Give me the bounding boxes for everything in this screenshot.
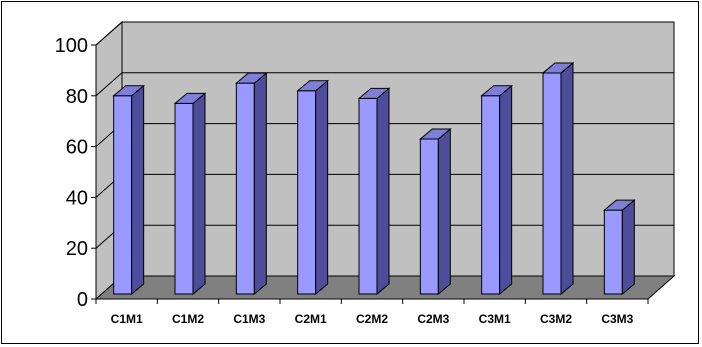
y-tick-label: 100 bbox=[55, 35, 88, 57]
bar-C3M3 bbox=[602, 199, 636, 296]
x-tick-label: C3M3 bbox=[601, 312, 633, 326]
y-axis-ticks: 0 20 40 60 80 100 bbox=[55, 35, 97, 311]
bar-C1M1 bbox=[112, 84, 146, 296]
bar bbox=[297, 90, 317, 295]
bar-side bbox=[621, 199, 635, 296]
x-tick-label: C1M2 bbox=[172, 312, 204, 326]
bar bbox=[174, 102, 194, 295]
bar-side bbox=[192, 92, 206, 296]
bar-top bbox=[541, 62, 575, 74]
x-tick-label: C3M2 bbox=[540, 312, 572, 326]
bar-C1M3 bbox=[234, 72, 268, 296]
y-tick-label: 0 bbox=[77, 289, 88, 311]
bar-top bbox=[173, 92, 207, 104]
x-tick-label: C2M1 bbox=[295, 312, 327, 326]
bar-top bbox=[296, 80, 330, 92]
bar-top bbox=[418, 128, 452, 140]
bar-side bbox=[499, 84, 513, 296]
y-tick-label: 80 bbox=[66, 86, 88, 108]
gridline bbox=[95, 72, 674, 97]
x-tick-label: C2M3 bbox=[417, 312, 449, 326]
bar-top bbox=[112, 85, 146, 97]
bar-side bbox=[376, 87, 390, 296]
bar-top bbox=[234, 72, 268, 84]
bar-top bbox=[480, 85, 514, 97]
x-tick-label: C1M3 bbox=[233, 312, 265, 326]
bar-side bbox=[560, 61, 574, 296]
bar bbox=[358, 97, 378, 295]
bar bbox=[235, 82, 255, 295]
bar-top bbox=[357, 87, 391, 99]
bars bbox=[112, 61, 636, 296]
bar bbox=[113, 95, 133, 295]
bar-C1M2 bbox=[173, 92, 207, 296]
bar-C2M3 bbox=[418, 127, 452, 296]
bar-side bbox=[131, 84, 145, 296]
x-tick-label: C2M2 bbox=[356, 312, 388, 326]
y-tick-label: 40 bbox=[66, 187, 88, 209]
y-tick-label: 20 bbox=[66, 238, 88, 260]
gridline bbox=[95, 21, 674, 46]
bar bbox=[481, 95, 501, 295]
x-tick-label: C1M1 bbox=[111, 312, 143, 326]
x-tick-label: C3M1 bbox=[479, 312, 511, 326]
bar-top bbox=[602, 199, 636, 211]
bar-side bbox=[437, 127, 451, 296]
bar-side bbox=[253, 72, 267, 296]
bar-C2M1 bbox=[296, 79, 330, 296]
bar-C2M2 bbox=[357, 87, 391, 296]
bar-C3M1 bbox=[480, 84, 514, 296]
bar bbox=[603, 209, 623, 295]
x-axis-ticks: C1M1 C1M2 C1M3 C2M1 C2M2 C2M3 C3M1 C3M2 C3M3 bbox=[95, 298, 649, 326]
bar-side bbox=[315, 79, 329, 296]
bar bbox=[542, 72, 562, 295]
bar-C3M2 bbox=[541, 61, 575, 296]
bar bbox=[419, 138, 439, 295]
y-tick-label: 60 bbox=[66, 137, 88, 159]
